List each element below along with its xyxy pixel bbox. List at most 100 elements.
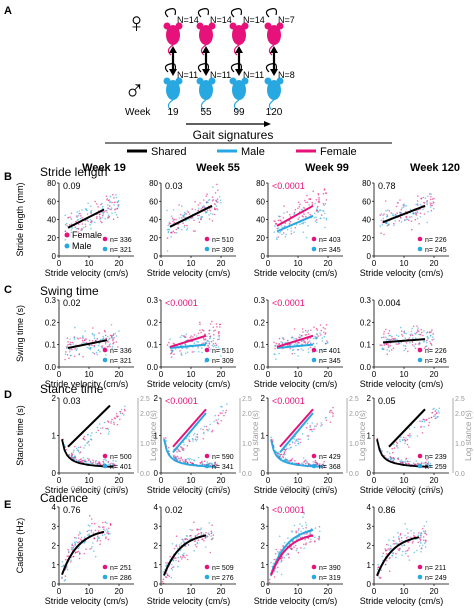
p-value: 0.78	[378, 181, 396, 191]
data-point	[426, 331, 429, 334]
data-point	[112, 193, 114, 196]
data-point	[197, 341, 200, 343]
log-data-point	[436, 412, 438, 414]
data-point	[65, 448, 67, 451]
legend-male-dot	[64, 243, 70, 249]
data-point	[314, 536, 316, 539]
x-axis-label: Stride velocity (cm/s)	[45, 379, 129, 389]
data-point	[319, 209, 322, 211]
data-point	[412, 337, 414, 339]
data-point	[97, 206, 99, 208]
data-point	[113, 197, 115, 199]
data-point	[295, 462, 298, 465]
n-female: n= 211	[425, 565, 446, 572]
data-point	[203, 464, 206, 466]
male-n-dot	[102, 246, 108, 252]
data-point	[415, 331, 418, 334]
data-point	[429, 342, 432, 345]
data-point	[380, 219, 383, 222]
log-data-point	[438, 407, 441, 410]
data-point	[419, 333, 421, 336]
log-data-point	[423, 419, 426, 421]
data-point	[404, 337, 407, 339]
data-point	[295, 337, 298, 340]
data-point	[414, 343, 417, 345]
log-x-tick-label: 2.0	[213, 486, 223, 493]
data-point	[392, 213, 394, 215]
female-n-dot	[102, 236, 108, 242]
data-point	[308, 463, 311, 466]
data-point	[322, 192, 325, 195]
data-point	[178, 204, 180, 206]
data-point	[175, 218, 177, 221]
data-point	[110, 207, 113, 209]
data-point	[423, 462, 425, 465]
log-data-point	[409, 436, 411, 438]
data-point	[385, 336, 387, 339]
data-point	[280, 549, 282, 551]
data-point	[177, 556, 180, 559]
y-tick-label: 0.2	[147, 318, 159, 327]
male-n-dot	[417, 463, 423, 469]
row-title: Stance time	[40, 382, 104, 396]
data-point	[103, 329, 106, 332]
data-point	[86, 213, 89, 215]
log-data-point	[191, 438, 194, 440]
data-point	[176, 455, 179, 458]
data-point	[76, 348, 78, 350]
data-point	[303, 547, 306, 550]
y-tick-label: 0	[261, 469, 266, 478]
n-female: n= 239	[425, 454, 447, 461]
data-point	[277, 236, 280, 238]
male-n-dot	[102, 357, 108, 363]
data-point	[399, 532, 402, 535]
data-point	[70, 341, 72, 344]
data-point	[199, 462, 202, 464]
data-point	[192, 230, 195, 232]
y-tick-label: 1	[52, 561, 57, 570]
log-data-point	[181, 448, 184, 451]
data-point	[405, 332, 408, 335]
log-data-point	[205, 425, 208, 428]
log-data-point	[215, 419, 217, 422]
data-point	[175, 231, 178, 234]
data-point	[304, 334, 307, 336]
data-point	[210, 206, 213, 209]
x-tick-label: 10	[294, 587, 303, 596]
data-point	[90, 205, 92, 207]
data-point	[166, 250, 169, 252]
data-point	[386, 209, 389, 211]
data-point	[280, 457, 283, 460]
data-point	[392, 459, 394, 461]
data-point	[75, 541, 78, 543]
data-point	[428, 340, 431, 343]
data-point	[107, 199, 110, 202]
data-point	[387, 544, 390, 546]
data-point	[220, 201, 222, 204]
data-point	[114, 332, 117, 335]
data-point	[112, 464, 115, 467]
x-tick-label: 20	[324, 587, 333, 596]
p-value: 0.03	[165, 181, 183, 191]
x-tick-label: 20	[115, 476, 124, 485]
data-point	[318, 200, 320, 202]
data-point	[91, 546, 93, 548]
data-point	[305, 527, 307, 529]
log-data-point	[288, 443, 291, 446]
log-data-point	[386, 451, 389, 453]
data-point	[206, 535, 208, 537]
log-data-point	[289, 447, 292, 449]
data-point	[415, 212, 418, 215]
data-point	[202, 337, 205, 340]
data-point	[324, 333, 327, 335]
data-point	[64, 358, 66, 361]
mouse-tail	[268, 44, 275, 56]
data-point	[103, 211, 106, 213]
data-point	[306, 194, 308, 197]
data-point	[423, 330, 425, 332]
data-point	[293, 352, 296, 355]
data-point	[399, 547, 401, 550]
y-tick-label: 40	[256, 216, 265, 225]
data-point	[113, 341, 115, 344]
data-point	[325, 192, 328, 195]
